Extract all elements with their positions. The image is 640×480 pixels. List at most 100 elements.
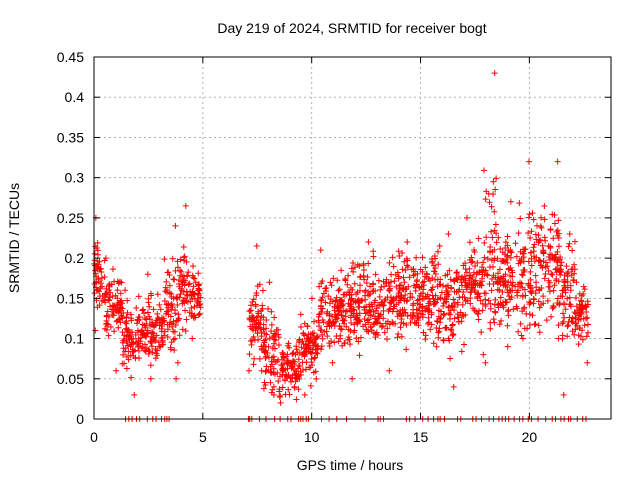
data-point xyxy=(577,311,584,318)
data-point xyxy=(559,287,566,294)
data-point xyxy=(460,289,467,296)
data-point xyxy=(526,299,533,306)
data-point xyxy=(295,386,302,393)
data-point xyxy=(165,302,172,309)
data-point xyxy=(508,282,515,289)
data-point xyxy=(506,293,513,300)
data-point xyxy=(109,302,116,309)
data-point xyxy=(109,266,116,273)
data-point xyxy=(114,287,121,294)
data-point xyxy=(539,264,546,271)
data-point xyxy=(339,342,346,349)
data-point xyxy=(381,283,388,290)
data-point xyxy=(546,283,553,290)
data-point xyxy=(275,378,282,385)
data-point xyxy=(468,259,475,266)
data-point xyxy=(482,296,489,303)
data-point xyxy=(251,321,258,328)
data-point xyxy=(504,233,511,240)
data-point xyxy=(317,305,324,312)
data-point xyxy=(564,278,571,285)
data-point xyxy=(508,267,515,274)
data-point xyxy=(420,295,427,302)
data-point xyxy=(267,379,274,386)
data-point xyxy=(147,375,154,382)
data-point xyxy=(358,334,365,341)
data-point xyxy=(154,291,161,298)
data-point xyxy=(290,350,297,357)
data-point xyxy=(280,360,287,367)
data-point xyxy=(403,346,410,353)
data-point xyxy=(384,336,391,343)
data-point xyxy=(478,329,485,336)
data-point xyxy=(366,304,373,311)
data-point xyxy=(504,252,511,259)
data-point xyxy=(565,269,572,276)
data-point xyxy=(333,297,340,304)
data-point xyxy=(378,301,385,308)
data-point xyxy=(462,311,469,318)
data-point xyxy=(467,300,474,307)
data-point xyxy=(399,250,406,257)
data-point xyxy=(185,269,192,276)
data-point xyxy=(318,296,325,303)
data-point xyxy=(340,301,347,308)
data-point xyxy=(422,336,429,343)
x-tick-label: 5 xyxy=(199,429,207,445)
data-point xyxy=(314,350,321,357)
data-point xyxy=(335,287,342,294)
data-point xyxy=(279,350,286,357)
data-point xyxy=(566,294,573,301)
data-point xyxy=(137,334,144,341)
data-point xyxy=(387,294,394,301)
data-point xyxy=(578,297,585,304)
data-point xyxy=(400,274,407,281)
data-point xyxy=(138,345,145,352)
data-point xyxy=(318,346,325,353)
data-point xyxy=(564,323,571,330)
data-point xyxy=(181,253,188,260)
data-point xyxy=(98,269,105,276)
data-point xyxy=(161,332,168,339)
data-point xyxy=(293,343,300,350)
data-point xyxy=(117,290,124,297)
data-point xyxy=(166,290,173,297)
data-point xyxy=(397,307,404,314)
data-point xyxy=(456,286,463,293)
data-point xyxy=(536,304,543,311)
data-point xyxy=(493,239,500,246)
data-point xyxy=(572,326,579,333)
data-point xyxy=(453,269,460,276)
data-point xyxy=(195,312,202,319)
data-point xyxy=(318,343,325,350)
data-point xyxy=(527,276,534,283)
data-point xyxy=(171,347,178,354)
data-point xyxy=(195,270,202,277)
chart-title: Day 219 of 2024, SRMTID for receiver bog… xyxy=(217,20,486,36)
data-point xyxy=(574,322,581,329)
data-point xyxy=(504,343,511,350)
data-point xyxy=(247,338,254,345)
data-point xyxy=(514,305,521,312)
data-point xyxy=(285,371,292,378)
data-point xyxy=(155,315,162,322)
data-point xyxy=(146,313,153,320)
data-point xyxy=(480,167,487,174)
data-point xyxy=(520,246,527,253)
data-point xyxy=(324,333,331,340)
data-point xyxy=(304,323,311,330)
data-point xyxy=(143,345,150,352)
data-point xyxy=(374,331,381,338)
data-point xyxy=(555,278,562,285)
data-point xyxy=(343,323,350,330)
data-point xyxy=(99,283,106,290)
data-point xyxy=(103,285,110,292)
data-point xyxy=(134,317,141,324)
data-point xyxy=(368,327,375,334)
data-point xyxy=(337,298,344,305)
data-point xyxy=(499,249,506,256)
data-point xyxy=(176,294,183,301)
data-point xyxy=(584,321,591,328)
data-point xyxy=(135,293,142,300)
data-point xyxy=(347,284,354,291)
